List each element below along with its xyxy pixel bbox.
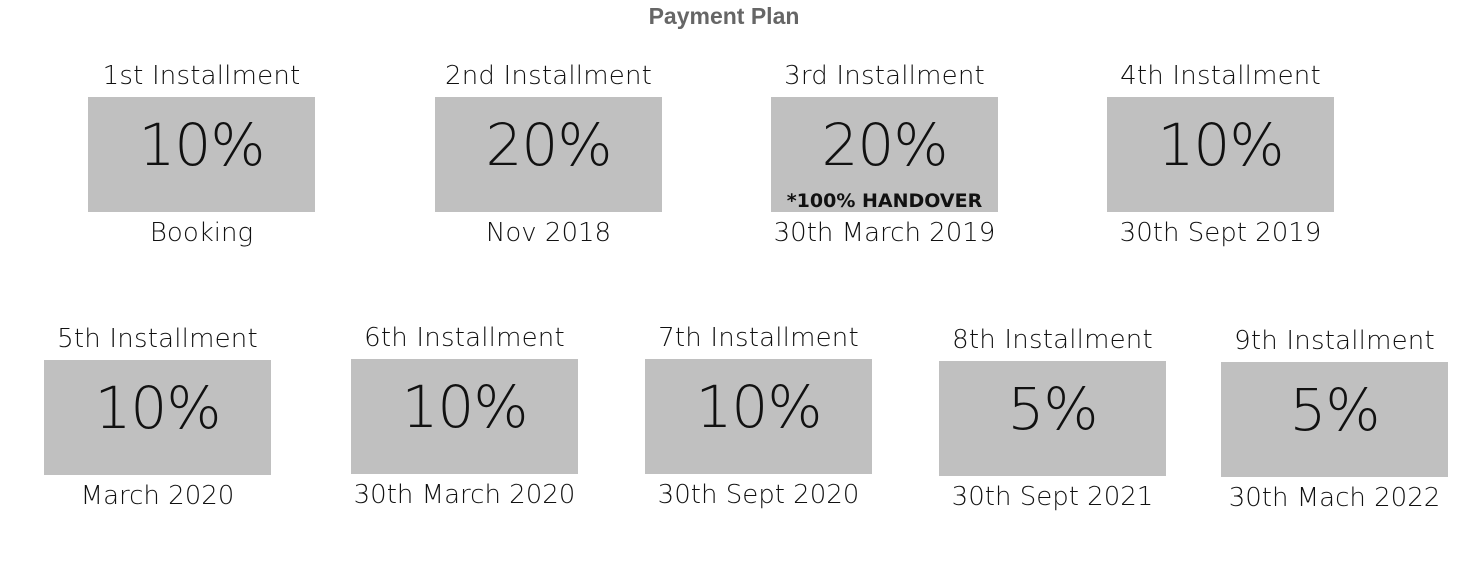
installment-label: 9th Installment [1234,326,1435,356]
page-title: Payment Plan [648,3,800,29]
installment-box: 5% [939,361,1166,476]
installment-date: 30th Sept 2019 [1119,218,1322,248]
installment-box: 10% [645,359,872,474]
installment-label: 7th Installment [658,323,859,353]
installment-percent: 10% [695,373,823,441]
installment-box: 10% [1107,97,1334,212]
installment-label: 2nd Installment [444,61,653,91]
installment-box: 5% [1221,362,1448,477]
installment-date: 30th Mach 2022 [1228,483,1441,513]
installment-percent: 5% [1289,376,1380,444]
installment-percent: 10% [1157,111,1285,179]
installment-box: 10% [351,359,578,474]
installment-label: 1st Installment [102,61,301,91]
installment-label: 6th Installment [364,323,565,353]
installment-percent: 10% [401,373,529,441]
installment-percent: 10% [94,374,222,442]
installment-date: Nov 2018 [485,218,612,248]
installment-date: March 2020 [80,481,235,511]
installment-box: 10% [88,97,315,212]
installment-note: *100% HANDOVER [786,190,983,212]
installment-percent: 20% [485,111,613,179]
installment-label: 5th Installment [57,324,258,354]
installment-date: 30th Sept 2021 [951,482,1154,512]
installment-percent: 10% [138,111,266,179]
installment-date: Booking [149,218,254,248]
installment-label: 3rd Installment [784,61,985,91]
installment-date: 30th March 2020 [353,480,576,510]
installment-label: 4th Installment [1120,61,1321,91]
installment-box: 20% [435,97,662,212]
installment-box: 20% *100% HANDOVER [771,97,998,212]
installment-label: 8th Installment [952,325,1153,355]
installment-date: 30th March 2019 [773,218,996,248]
installment-date: 30th Sept 2020 [657,480,860,510]
installment-percent: 20% [821,111,949,179]
installment-box: 10% [44,360,271,475]
installment-percent: 5% [1007,375,1098,443]
